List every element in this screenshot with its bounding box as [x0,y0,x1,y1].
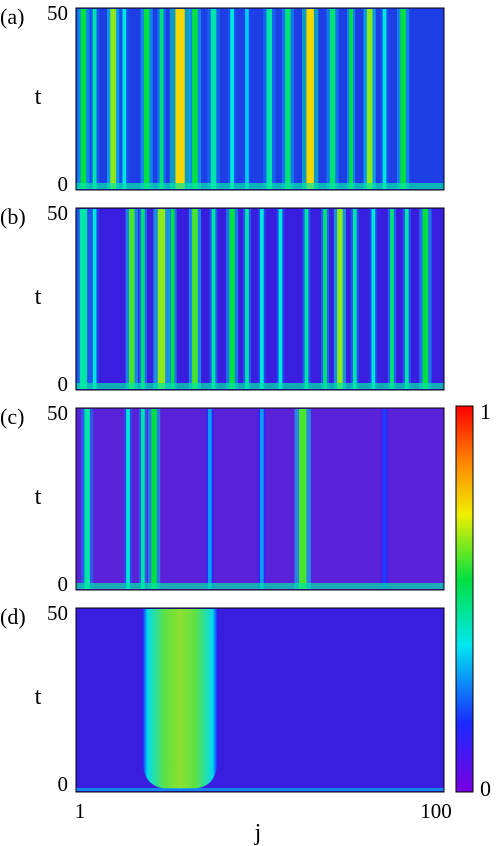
panel-c-ytick-max: 50 [47,401,68,425]
panel-d-ytick-max: 50 [47,601,68,625]
panel-a-stripe [382,9,387,189]
panel-a-ylabel: t [35,84,42,110]
panel-b-ytick-min: 0 [58,372,69,396]
panel-a-stripe [80,9,87,189]
panel-c-stripe [84,409,90,589]
panel-b-stripe [192,209,198,389]
panel-c-stripe [141,409,145,589]
panel-a-stripe [285,9,291,189]
panel-a-stripe [159,9,164,189]
panel-b-stripe [245,209,249,389]
panel-b-stripe [323,209,327,389]
panel-c: (c) 50 0 t [0,401,445,596]
panel-b-stripe [390,209,394,389]
panel-b-stripe [157,209,166,389]
panel-a-stripe [175,9,185,189]
panel-b-ylabel: t [35,284,42,310]
panel-b-stripe [211,209,216,389]
panel-b: (b) 50 0 t [0,201,445,396]
panel-a-stripe [92,9,97,189]
panel-b-initial-band [76,383,444,389]
panel-a-stripe [122,9,127,189]
panel-a-stripe [245,9,249,189]
panel-d-xlabel: j [254,820,262,846]
panel-a-stripe [349,9,353,189]
panel-b-stripe [404,209,409,389]
panel-b-stripe [352,209,357,389]
panel-c-stripe [382,409,387,589]
panel-b-stripe [278,209,283,389]
panel-c-stripe [151,409,157,589]
panel-b-stripe [229,209,235,389]
panel-d-ytick-min: 0 [58,772,69,796]
colorbar: 1 0 [455,399,491,801]
colorbar-max-label: 1 [480,399,491,424]
panel-b-stripe [141,209,145,389]
panel-b-stripe [422,209,429,389]
panel-a-stripe [400,9,406,189]
panel-c-initial-band [76,583,444,589]
panel-d-label: (d) [0,604,26,629]
panel-d-plot-area [76,608,444,792]
panel-a-ytick-min: 0 [58,172,69,196]
panel-c-stripe [299,409,307,589]
panel-b-stripe [128,209,135,389]
panel-d-localized-excitation [142,609,218,789]
colorbar-min-label: 0 [480,776,491,801]
panel-c-stripe [126,409,130,589]
panel-b-stripe [92,209,97,389]
panel-a: (a) 50 0 t [0,1,445,196]
panel-d-initial-band [76,788,444,791]
panel-a-label: (a) [0,4,24,29]
panel-d-ylabel: t [35,684,42,710]
panel-d-xtick-min: 1 [75,799,86,823]
panel-a-stripe [266,9,273,189]
panel-b-stripe [371,209,376,389]
panel-a-stripe [110,9,116,189]
panel-a-stripe [192,9,198,189]
panel-b-ytick-max: 50 [47,201,68,225]
panel-b-stripe [260,209,264,389]
panel-c-stripe [260,409,264,589]
panel-d-xtick-max: 100 [420,799,452,823]
panel-a-initial-band [76,183,444,189]
panel-a-stripe [210,9,217,189]
panel-b-stripe [337,209,343,389]
panel-c-ytick-min: 0 [58,572,69,596]
panel-b-stripe [79,209,88,389]
panel-b-stripe [304,209,309,389]
panel-d: (d) 50 0 t 1 100 j [0,601,452,846]
colorbar-gradient [455,405,474,793]
panel-a-stripe [329,9,336,189]
panel-b-stripe [170,209,175,389]
panel-a-ytick-max: 50 [47,1,68,25]
panel-a-stripe [366,9,373,189]
panel-c-stripe [207,409,212,589]
panel-a-stripe [230,9,234,189]
panel-a-stripe [306,9,314,189]
panel-c-ylabel: t [35,484,42,510]
panel-a-plot-area [76,8,444,190]
panel-b-label: (b) [0,204,26,229]
panel-c-label: (c) [0,404,24,429]
panel-a-stripe [143,9,150,189]
